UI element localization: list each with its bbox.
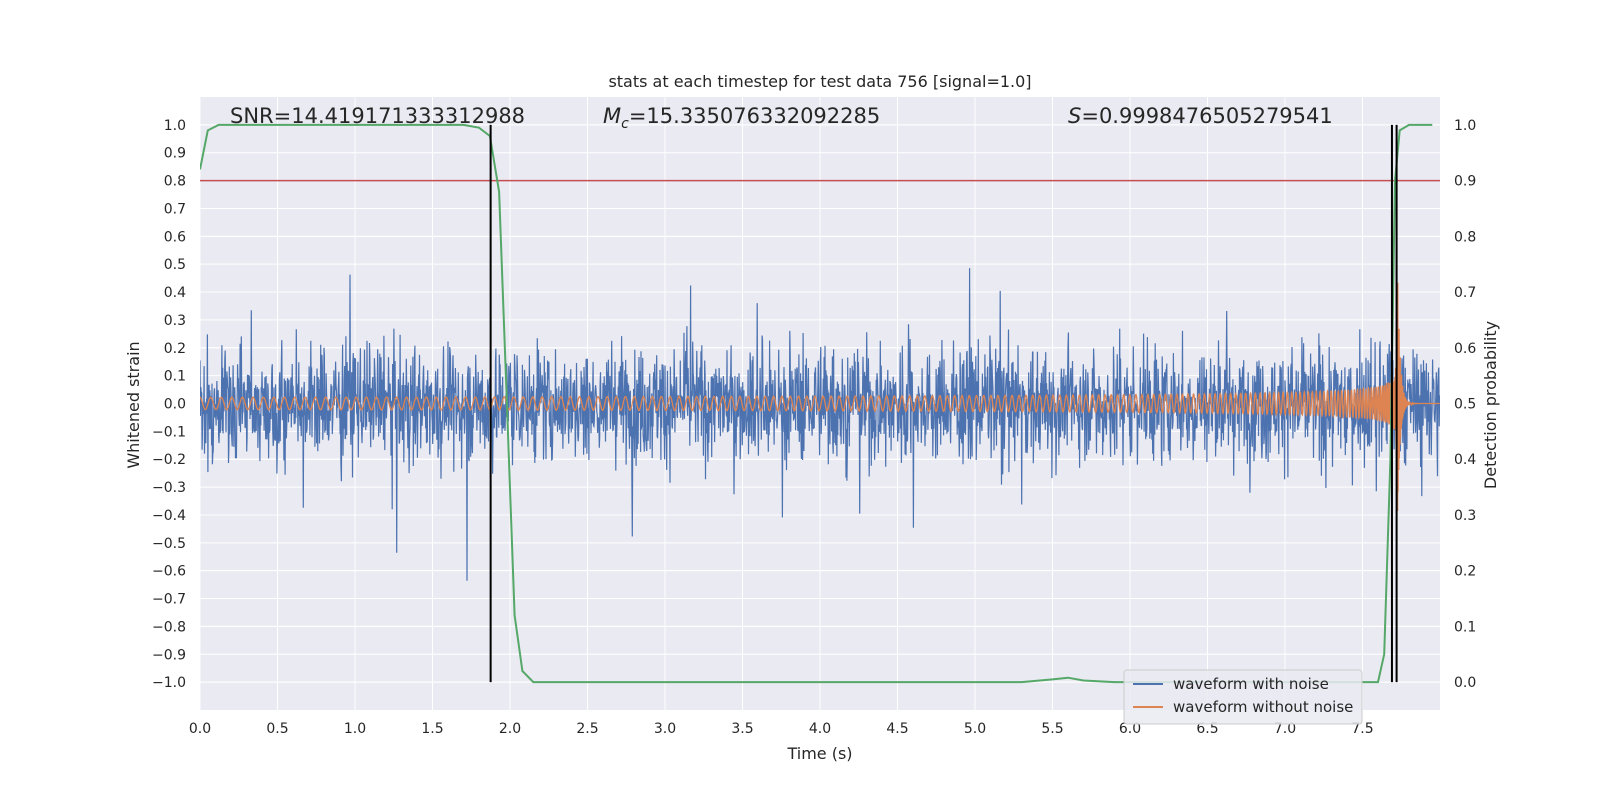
x-tick-label: 1.0 bbox=[344, 721, 366, 737]
s-value: =0.9998476505279541 bbox=[1081, 104, 1332, 128]
y2-tick-label: 0.2 bbox=[1454, 564, 1476, 580]
y2-tick-label: 0.4 bbox=[1454, 452, 1476, 468]
y-axis-label: Whitened strain bbox=[124, 341, 143, 468]
y2-tick-label: 0.9 bbox=[1454, 174, 1476, 190]
plot-marks bbox=[200, 123, 1440, 684]
y-tick-label: 0.0 bbox=[164, 397, 186, 413]
x-tick-label: 2.0 bbox=[499, 721, 521, 737]
y-tick-label: −0.4 bbox=[152, 508, 186, 524]
y-tick-label: 1.0 bbox=[164, 118, 186, 134]
legend-label-clean: waveform without noise bbox=[1173, 698, 1353, 716]
y2-tick-label: 0.8 bbox=[1454, 229, 1476, 245]
y2-tick-label: 0.1 bbox=[1454, 619, 1476, 635]
y-tick-label: −1.0 bbox=[152, 675, 186, 691]
chirp-mass-subscript: c bbox=[621, 116, 629, 132]
x-tick-label: 3.0 bbox=[654, 721, 676, 737]
y-tick-label: 0.1 bbox=[164, 369, 186, 385]
y-tick-label: −0.6 bbox=[152, 564, 186, 580]
y-tick-label: 0.3 bbox=[164, 313, 186, 329]
y-tick-label: −0.2 bbox=[152, 452, 186, 468]
chirp-mass-annotation: Mc=15.335076332092285 bbox=[603, 104, 880, 132]
y-tick-label: −0.1 bbox=[152, 424, 186, 440]
x-tick-label: 6.5 bbox=[1196, 721, 1218, 737]
y2-tick-labels: 1.0 0.9 0.8 0.7 0.6 0.5 0.4 0.3 0.2 0.1 0.0 bbox=[1454, 118, 1476, 691]
x-tick-label: 4.0 bbox=[809, 721, 831, 737]
y-tick-label: 0.9 bbox=[164, 146, 186, 162]
x-tick-label: 7.5 bbox=[1351, 721, 1373, 737]
legend-box bbox=[1123, 669, 1363, 725]
y2-axis-label: Detection probability bbox=[1481, 321, 1500, 489]
series-waveform-with-noise bbox=[200, 268, 1440, 581]
x-tick-label: 5.5 bbox=[1041, 721, 1063, 737]
x-tick-label: 2.5 bbox=[576, 721, 598, 737]
s-symbol: S bbox=[1068, 104, 1081, 128]
chirp-mass-value: =15.335076332092285 bbox=[629, 104, 880, 128]
chart-title: stats at each timestep for test data 756… bbox=[608, 72, 1031, 91]
series-waveform-without-noise bbox=[200, 208, 1440, 547]
series-detection-probability bbox=[200, 123, 1433, 684]
s-annotation: S=0.9998476505279541 bbox=[1068, 104, 1333, 128]
y-tick-label: −0.9 bbox=[152, 647, 186, 663]
snr-annotation: SNR=14.419171333312988 bbox=[230, 104, 525, 128]
y2-tick-label: 0.5 bbox=[1454, 397, 1476, 413]
y-tick-label: −0.3 bbox=[152, 480, 186, 496]
y-tick-label: −0.8 bbox=[152, 619, 186, 635]
x-tick-label: 7.0 bbox=[1274, 721, 1296, 737]
chirp-mass-symbol: M bbox=[603, 104, 621, 128]
x-tick-label: 6.0 bbox=[1119, 721, 1141, 737]
x-tick-label: 5.0 bbox=[964, 721, 986, 737]
y-tick-label: 0.2 bbox=[164, 341, 186, 357]
legend-label-noise: waveform with noise bbox=[1173, 675, 1329, 693]
y-tick-label: −0.5 bbox=[152, 536, 186, 552]
y-tick-label: 0.5 bbox=[164, 257, 186, 273]
x-tick-labels: 0.0 0.5 1.0 1.5 2.0 2.5 3.0 3.5 4.0 4.5 5.0 5.5 6.0 6… bbox=[189, 721, 1374, 737]
y-tick-label: 0.8 bbox=[164, 174, 186, 190]
y2-tick-label: 0.3 bbox=[1454, 508, 1476, 524]
y2-tick-label: 0.6 bbox=[1454, 341, 1476, 357]
x-tick-label: 3.5 bbox=[731, 721, 753, 737]
y-tick-label: −0.7 bbox=[152, 592, 186, 608]
y2-tick-label: 1.0 bbox=[1454, 118, 1476, 134]
x-tick-label: 4.5 bbox=[886, 721, 908, 737]
x-tick-label: 0.0 bbox=[189, 721, 211, 737]
y2-tick-label: 0.7 bbox=[1454, 285, 1476, 301]
y-tick-label: 0.7 bbox=[164, 201, 186, 217]
y2-tick-label: 0.0 bbox=[1454, 675, 1476, 691]
x-axis-label: Time (s) bbox=[786, 744, 852, 763]
x-tick-label: 1.5 bbox=[421, 721, 443, 737]
legend: waveform with noise waveform without noi… bbox=[1123, 669, 1363, 725]
y-tick-label: 0.4 bbox=[164, 285, 186, 301]
y-tick-labels: 1.0 0.9 0.8 0.7 0.6 0.5 0.4 0.3 0.2 0.1 0.0 −0.1 −0.… bbox=[152, 118, 186, 691]
x-tick-label: 0.5 bbox=[266, 721, 288, 737]
y-tick-label: 0.6 bbox=[164, 229, 186, 245]
